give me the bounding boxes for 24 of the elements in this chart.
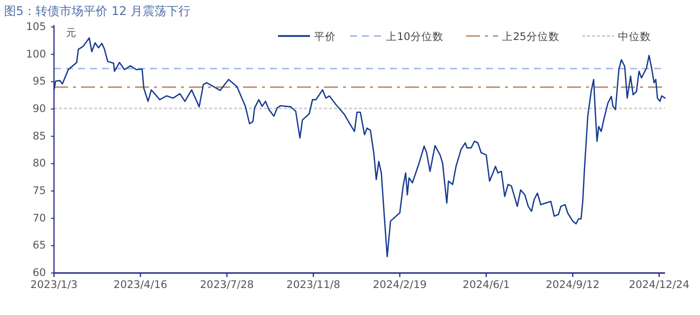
x-tick-label: 2023/1/3 [30,279,78,291]
y-tick-label: 75 [32,185,46,197]
y-tick-label: 80 [32,158,46,170]
x-tick-label: 2024/9/12 [546,279,600,291]
legend-label: 平价 [314,31,336,43]
legend-label: 中位数 [618,30,651,43]
chart-title: 图5：转债市场平价 12 月震荡下行 [4,4,191,18]
x-tick-label: 2024/12/24 [628,279,690,291]
legend-label: 上25分位数 [502,30,560,43]
y-axis-title: 元 [66,28,76,39]
x-tick-label: 2023/7/28 [200,279,254,291]
x-tick-label: 2024/2/19 [372,279,427,291]
x-tick-label: 2024/6/1 [462,279,510,291]
y-tick-label: 85 [32,130,46,142]
y-tick-label: 90 [32,103,46,115]
y-tick-label: 60 [32,267,46,279]
legend-label: 上10分位数 [386,30,444,43]
y-tick-label: 105 [26,21,46,33]
y-tick-label: 70 [32,212,46,224]
x-tick-label: 2023/4/16 [114,279,168,291]
y-tick-label: 65 [32,240,46,252]
y-tick-label: 100 [26,48,46,60]
x-tick-label: 2023/11/8 [286,279,340,291]
y-tick-label: 95 [32,76,46,88]
